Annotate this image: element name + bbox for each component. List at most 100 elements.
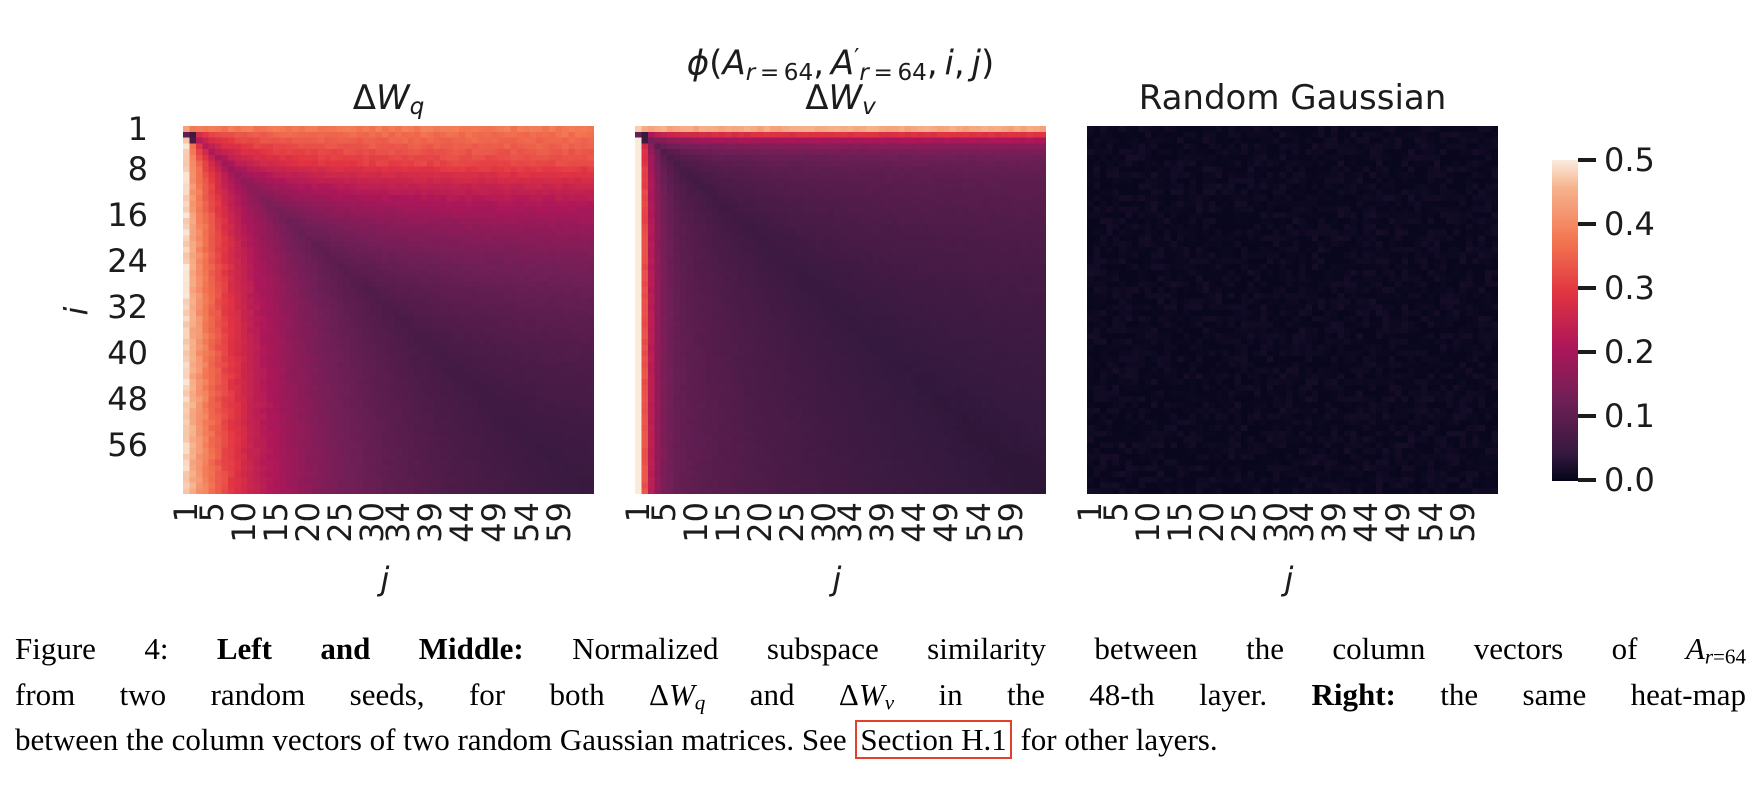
text-segment: A (830, 43, 855, 84)
caption-line-3: between the column vectors of two random… (15, 720, 1746, 760)
heatmap-dwv (635, 126, 1046, 494)
text-segment: , (813, 43, 831, 84)
text-segment: W (668, 676, 695, 712)
text-segment: ( (709, 43, 723, 84)
x-tick-label: 44 (895, 502, 934, 543)
x-tick-label: 5 (192, 502, 231, 523)
x-tick-label: 20 (741, 502, 780, 543)
text-segment: A (1685, 631, 1705, 666)
text-segment: Δ (838, 676, 859, 712)
plot-title-dwq: ΔWq (183, 78, 594, 127)
x-tick-label: 20 (1193, 502, 1232, 543)
text-segment: and (705, 676, 839, 712)
axis-label-i: i (57, 306, 96, 316)
colorbar-tick-label: 0.0 (1604, 461, 1655, 499)
x-tick-label: 54 (507, 502, 546, 543)
x-tick-label: 49 (475, 502, 514, 543)
text-segment: A (722, 43, 746, 84)
y-tick-label: 16 (107, 196, 148, 235)
text-segment: ′ (854, 45, 860, 71)
axis-label-j: j (1284, 560, 1294, 598)
x-tick-label: 15 (257, 502, 296, 543)
caption-line-1: Figure 4: Left and Middle: Normalized su… (15, 630, 1746, 676)
heatmap-dwq (183, 126, 594, 494)
colorbar-tick-label: 0.4 (1604, 205, 1655, 243)
x-tick-label: 34 (1283, 502, 1322, 543)
x-tick-label: 20 (289, 502, 328, 543)
x-tick-label: 5 (1096, 502, 1135, 523)
caption-line-2: from two random seeds, for both ΔWq and … (15, 676, 1746, 722)
axis-label-j: j (832, 560, 842, 598)
text-segment: , (926, 43, 945, 84)
x-tick-label: 25 (1225, 502, 1264, 543)
text-segment: the same heat-map (1440, 676, 1746, 712)
colorbar-tick-label: 0.1 (1604, 397, 1655, 435)
text-segment: Normalized subspace similarity between t… (572, 631, 1686, 666)
text-segment: W (828, 78, 863, 118)
text-segment: from two random seeds, for both (15, 676, 650, 712)
text-segment: in the 48-th layer. (894, 676, 1312, 712)
text-segment: W (375, 78, 410, 118)
text-segment: = 64 (755, 59, 814, 86)
x-tick-label: 49 (927, 502, 966, 543)
text-segment: =64 (1713, 644, 1746, 669)
colorbar-gradient (1552, 160, 1578, 481)
text-segment: ϕ (686, 43, 710, 84)
axis-label-j: j (380, 560, 390, 598)
text-segment: i (944, 43, 954, 84)
x-tick-label: 34 (379, 502, 418, 543)
x-tick-label: 39 (1315, 502, 1354, 543)
text-segment: Δ (805, 78, 829, 118)
text-segment: Left and Middle: (216, 631, 573, 666)
x-tick-label: 59 (991, 502, 1030, 543)
text-segment: r (859, 59, 869, 86)
text-segment: v (862, 94, 876, 121)
x-tick-label: 34 (831, 502, 870, 543)
y-tick-label: 56 (107, 426, 148, 465)
x-tick-label: 10 (1129, 502, 1167, 543)
x-tick-label: 59 (1443, 502, 1482, 543)
plot-title-phi-formula: ϕ(Ar = 64, A′r = 64, i, j) (635, 38, 1046, 93)
x-tick-label: 39 (863, 502, 902, 543)
figure-caption: Figure 4: Left and Middle: Normalized su… (15, 630, 1746, 760)
x-tick-label: 59 (539, 502, 578, 543)
text-segment: W (858, 676, 885, 712)
x-tick-label: 39 (411, 502, 450, 543)
colorbar-tick-label: 0.5 (1604, 141, 1655, 179)
text-segment: Figure 4: (15, 631, 217, 666)
text-segment: v (884, 690, 895, 715)
colorbar-tick-mark (1578, 222, 1596, 226)
y-tick-label: 8 (127, 150, 148, 189)
text-segment: Right: (1311, 676, 1441, 712)
x-tick-label: 15 (1161, 502, 1200, 543)
plot-title-random-gaussian: Random Gaussian (1087, 78, 1498, 118)
colorbar-tick-label: 0.3 (1604, 269, 1655, 307)
x-tick-label: 54 (959, 502, 998, 543)
text-segment: q (409, 94, 425, 121)
heatmap-random-gaussian (1087, 126, 1498, 494)
x-tick-label: 10 (225, 502, 263, 543)
text-segment: r (1704, 644, 1714, 669)
text-segment: Δ (352, 78, 376, 118)
text-segment: between the column vectors of two random… (15, 722, 855, 758)
text-segment: r (745, 59, 756, 86)
section-h1-link[interactable]: Section H.1 (855, 720, 1012, 760)
y-tick-label: 40 (107, 334, 148, 373)
text-segment: j (971, 43, 981, 84)
plot-title-dwv: ΔWv (635, 78, 1046, 127)
x-tick-label: 5 (644, 502, 683, 523)
x-tick-label: 15 (709, 502, 748, 543)
x-tick-label: 44 (443, 502, 482, 543)
x-tick-label: 10 (677, 502, 715, 543)
colorbar-tick-mark (1578, 414, 1596, 418)
colorbar-tick-mark (1578, 158, 1596, 162)
text-segment: , (953, 43, 972, 84)
text-segment: Δ (649, 676, 669, 712)
x-tick-label: 54 (1411, 502, 1450, 543)
y-tick-label: 32 (107, 288, 148, 327)
text-segment: q (694, 690, 706, 715)
y-tick-label: 24 (107, 242, 148, 281)
x-tick-label: 44 (1347, 502, 1386, 543)
text-segment: Random Gaussian (1138, 78, 1447, 118)
